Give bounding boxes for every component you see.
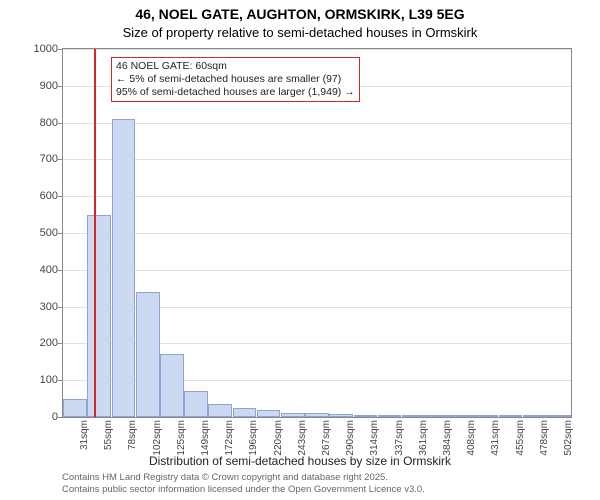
gridline <box>63 123 571 124</box>
histogram-bar <box>329 414 353 417</box>
gridline <box>63 233 571 234</box>
y-tick-label: 0 <box>8 411 58 423</box>
y-tick-mark <box>58 343 62 344</box>
histogram-bar <box>63 399 87 417</box>
x-tick-label: 149sqm <box>200 420 211 456</box>
histogram-bar <box>184 391 208 417</box>
plot-area: 46 NOEL GATE: 60sqm← 5% of semi-detached… <box>62 48 572 418</box>
histogram-bar <box>281 413 305 417</box>
y-tick-mark <box>58 49 62 50</box>
x-tick-label: 243sqm <box>297 420 308 456</box>
x-tick-label: 78sqm <box>127 420 138 450</box>
histogram-bar <box>257 410 281 417</box>
histogram-bar <box>426 415 450 417</box>
x-tick-label: 267sqm <box>321 420 332 456</box>
x-tick-label: 384sqm <box>442 420 453 456</box>
histogram-bar <box>87 215 111 417</box>
x-tick-label: 172sqm <box>224 420 235 456</box>
histogram-bar <box>112 119 136 417</box>
x-axis-label: Distribution of semi-detached houses by … <box>0 454 600 468</box>
y-tick-mark <box>58 417 62 418</box>
histogram-bar <box>136 292 160 417</box>
y-tick-mark <box>58 270 62 271</box>
x-tick-label: 55sqm <box>103 420 114 450</box>
y-tick-label: 900 <box>8 80 58 92</box>
y-tick-mark <box>58 123 62 124</box>
marker-line <box>94 49 96 417</box>
y-tick-mark <box>58 307 62 308</box>
annotation-line: ← 5% of semi-detached houses are smaller… <box>116 73 355 86</box>
y-tick-label: 200 <box>8 337 58 349</box>
y-tick-label: 800 <box>8 117 58 129</box>
histogram-bar <box>160 354 184 417</box>
gridline <box>63 159 571 160</box>
footer-line: Contains HM Land Registry data © Crown c… <box>62 472 425 484</box>
x-tick-label: 220sqm <box>273 420 284 456</box>
annotation-box: 46 NOEL GATE: 60sqm← 5% of semi-detached… <box>111 57 360 102</box>
annotation-line: 95% of semi-detached houses are larger (… <box>116 86 355 99</box>
histogram-bar <box>474 415 498 417</box>
gridline <box>63 270 571 271</box>
annotation-line: 46 NOEL GATE: 60sqm <box>116 60 355 73</box>
x-tick-label: 455sqm <box>515 420 526 456</box>
x-tick-label: 431sqm <box>490 420 501 456</box>
gridline <box>63 49 571 50</box>
x-tick-label: 196sqm <box>248 420 259 456</box>
chart-subtitle: Size of property relative to semi-detach… <box>0 23 600 41</box>
gridline <box>63 196 571 197</box>
histogram-chart: 46, NOEL GATE, AUGHTON, ORMSKIRK, L39 5E… <box>0 0 600 500</box>
y-tick-label: 600 <box>8 190 58 202</box>
histogram-bar <box>378 415 402 417</box>
y-tick-mark <box>58 159 62 160</box>
x-tick-label: 502sqm <box>563 420 574 456</box>
x-tick-label: 31sqm <box>79 420 90 450</box>
footer-line: Contains public sector information licen… <box>62 484 425 496</box>
y-tick-label: 500 <box>8 227 58 239</box>
histogram-bar <box>208 404 232 417</box>
histogram-bar <box>450 415 474 417</box>
x-tick-label: 314sqm <box>369 420 380 456</box>
y-tick-mark <box>58 233 62 234</box>
y-tick-mark <box>58 196 62 197</box>
y-tick-mark <box>58 380 62 381</box>
histogram-bar <box>305 413 329 417</box>
y-tick-label: 700 <box>8 153 58 165</box>
histogram-bar <box>547 415 571 417</box>
chart-title: 46, NOEL GATE, AUGHTON, ORMSKIRK, L39 5E… <box>0 0 600 23</box>
x-tick-label: 337sqm <box>394 420 405 456</box>
histogram-bar <box>354 415 378 417</box>
attribution-footer: Contains HM Land Registry data © Crown c… <box>62 472 425 496</box>
y-tick-label: 400 <box>8 264 58 276</box>
x-tick-label: 408sqm <box>466 420 477 456</box>
y-tick-label: 300 <box>8 301 58 313</box>
histogram-bar <box>523 415 547 417</box>
histogram-bar <box>499 415 523 417</box>
y-tick-label: 100 <box>8 374 58 386</box>
x-tick-label: 361sqm <box>418 420 429 456</box>
y-tick-mark <box>58 86 62 87</box>
histogram-bar <box>233 408 257 417</box>
x-tick-label: 125sqm <box>176 420 187 456</box>
x-tick-label: 102sqm <box>152 420 163 456</box>
y-tick-label: 1000 <box>8 43 58 55</box>
histogram-bar <box>402 415 426 417</box>
x-tick-label: 290sqm <box>345 420 356 456</box>
x-tick-label: 478sqm <box>539 420 550 456</box>
